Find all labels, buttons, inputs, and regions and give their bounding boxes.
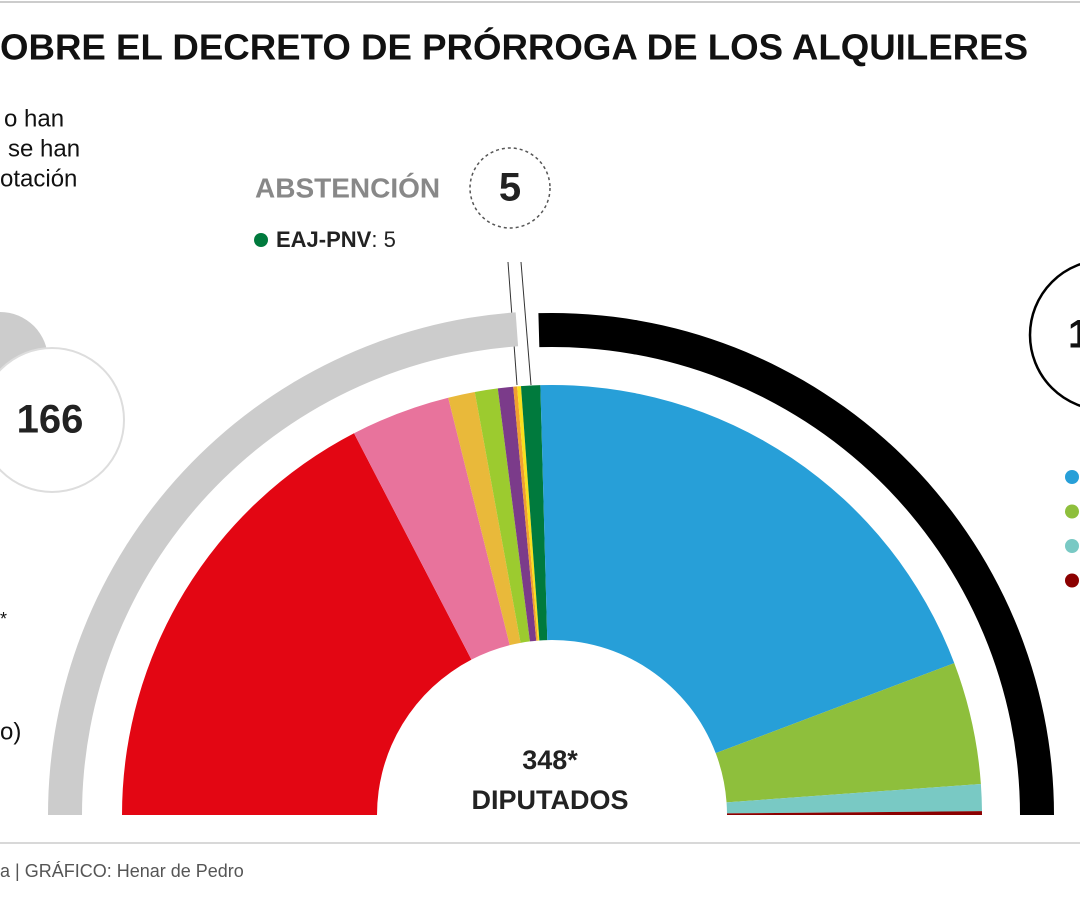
note: otación: [0, 165, 77, 192]
slice: [497, 386, 537, 642]
abstention-circle: [469, 147, 551, 229]
note: o han: [4, 105, 64, 132]
legend-dot: [1065, 573, 1079, 588]
party-value: : 5: [371, 227, 395, 252]
left-total: 166: [17, 398, 84, 442]
left-total-circle: [0, 347, 125, 493]
slice: [726, 811, 982, 815]
chart-title: OBRE EL DECRETO DE PRÓRROGA DE LOS ALQUI…: [0, 26, 1028, 68]
abstention-dot: [254, 233, 268, 247]
side-note: o): [0, 718, 21, 745]
slice: [520, 385, 548, 641]
note: se han: [8, 135, 80, 162]
abstention-party: EAJ-PNV: 5: [276, 227, 396, 252]
ring-right: [538, 313, 1055, 815]
center-text: DIPUTADOS: [471, 785, 628, 815]
total-label: 348*: [522, 745, 578, 775]
side-note: *: [0, 609, 7, 629]
slice: [474, 388, 530, 643]
slice: [122, 433, 472, 815]
abstention-label: ABSTENCIÓN: [255, 172, 440, 203]
right-total: 1: [1068, 313, 1080, 357]
slice: [715, 663, 981, 803]
slice: [540, 385, 955, 754]
slice: [354, 397, 510, 660]
legend-dot: [1065, 504, 1079, 519]
ring-left: [48, 312, 519, 815]
slice: [513, 386, 538, 641]
slice: [726, 783, 982, 814]
leader-line: [520, 261, 532, 386]
pie: [48, 312, 1055, 815]
slice: [517, 386, 540, 641]
party-name: EAJ-PNV: [276, 227, 372, 252]
slice: [448, 391, 521, 646]
right-total-circle: [1028, 262, 1080, 408]
abstention-total: 5: [499, 166, 521, 210]
legend-dot: [1065, 470, 1079, 484]
legend-dot: [1065, 539, 1079, 553]
source: a | GRÁFICO: Henar de Pedro: [0, 861, 244, 881]
